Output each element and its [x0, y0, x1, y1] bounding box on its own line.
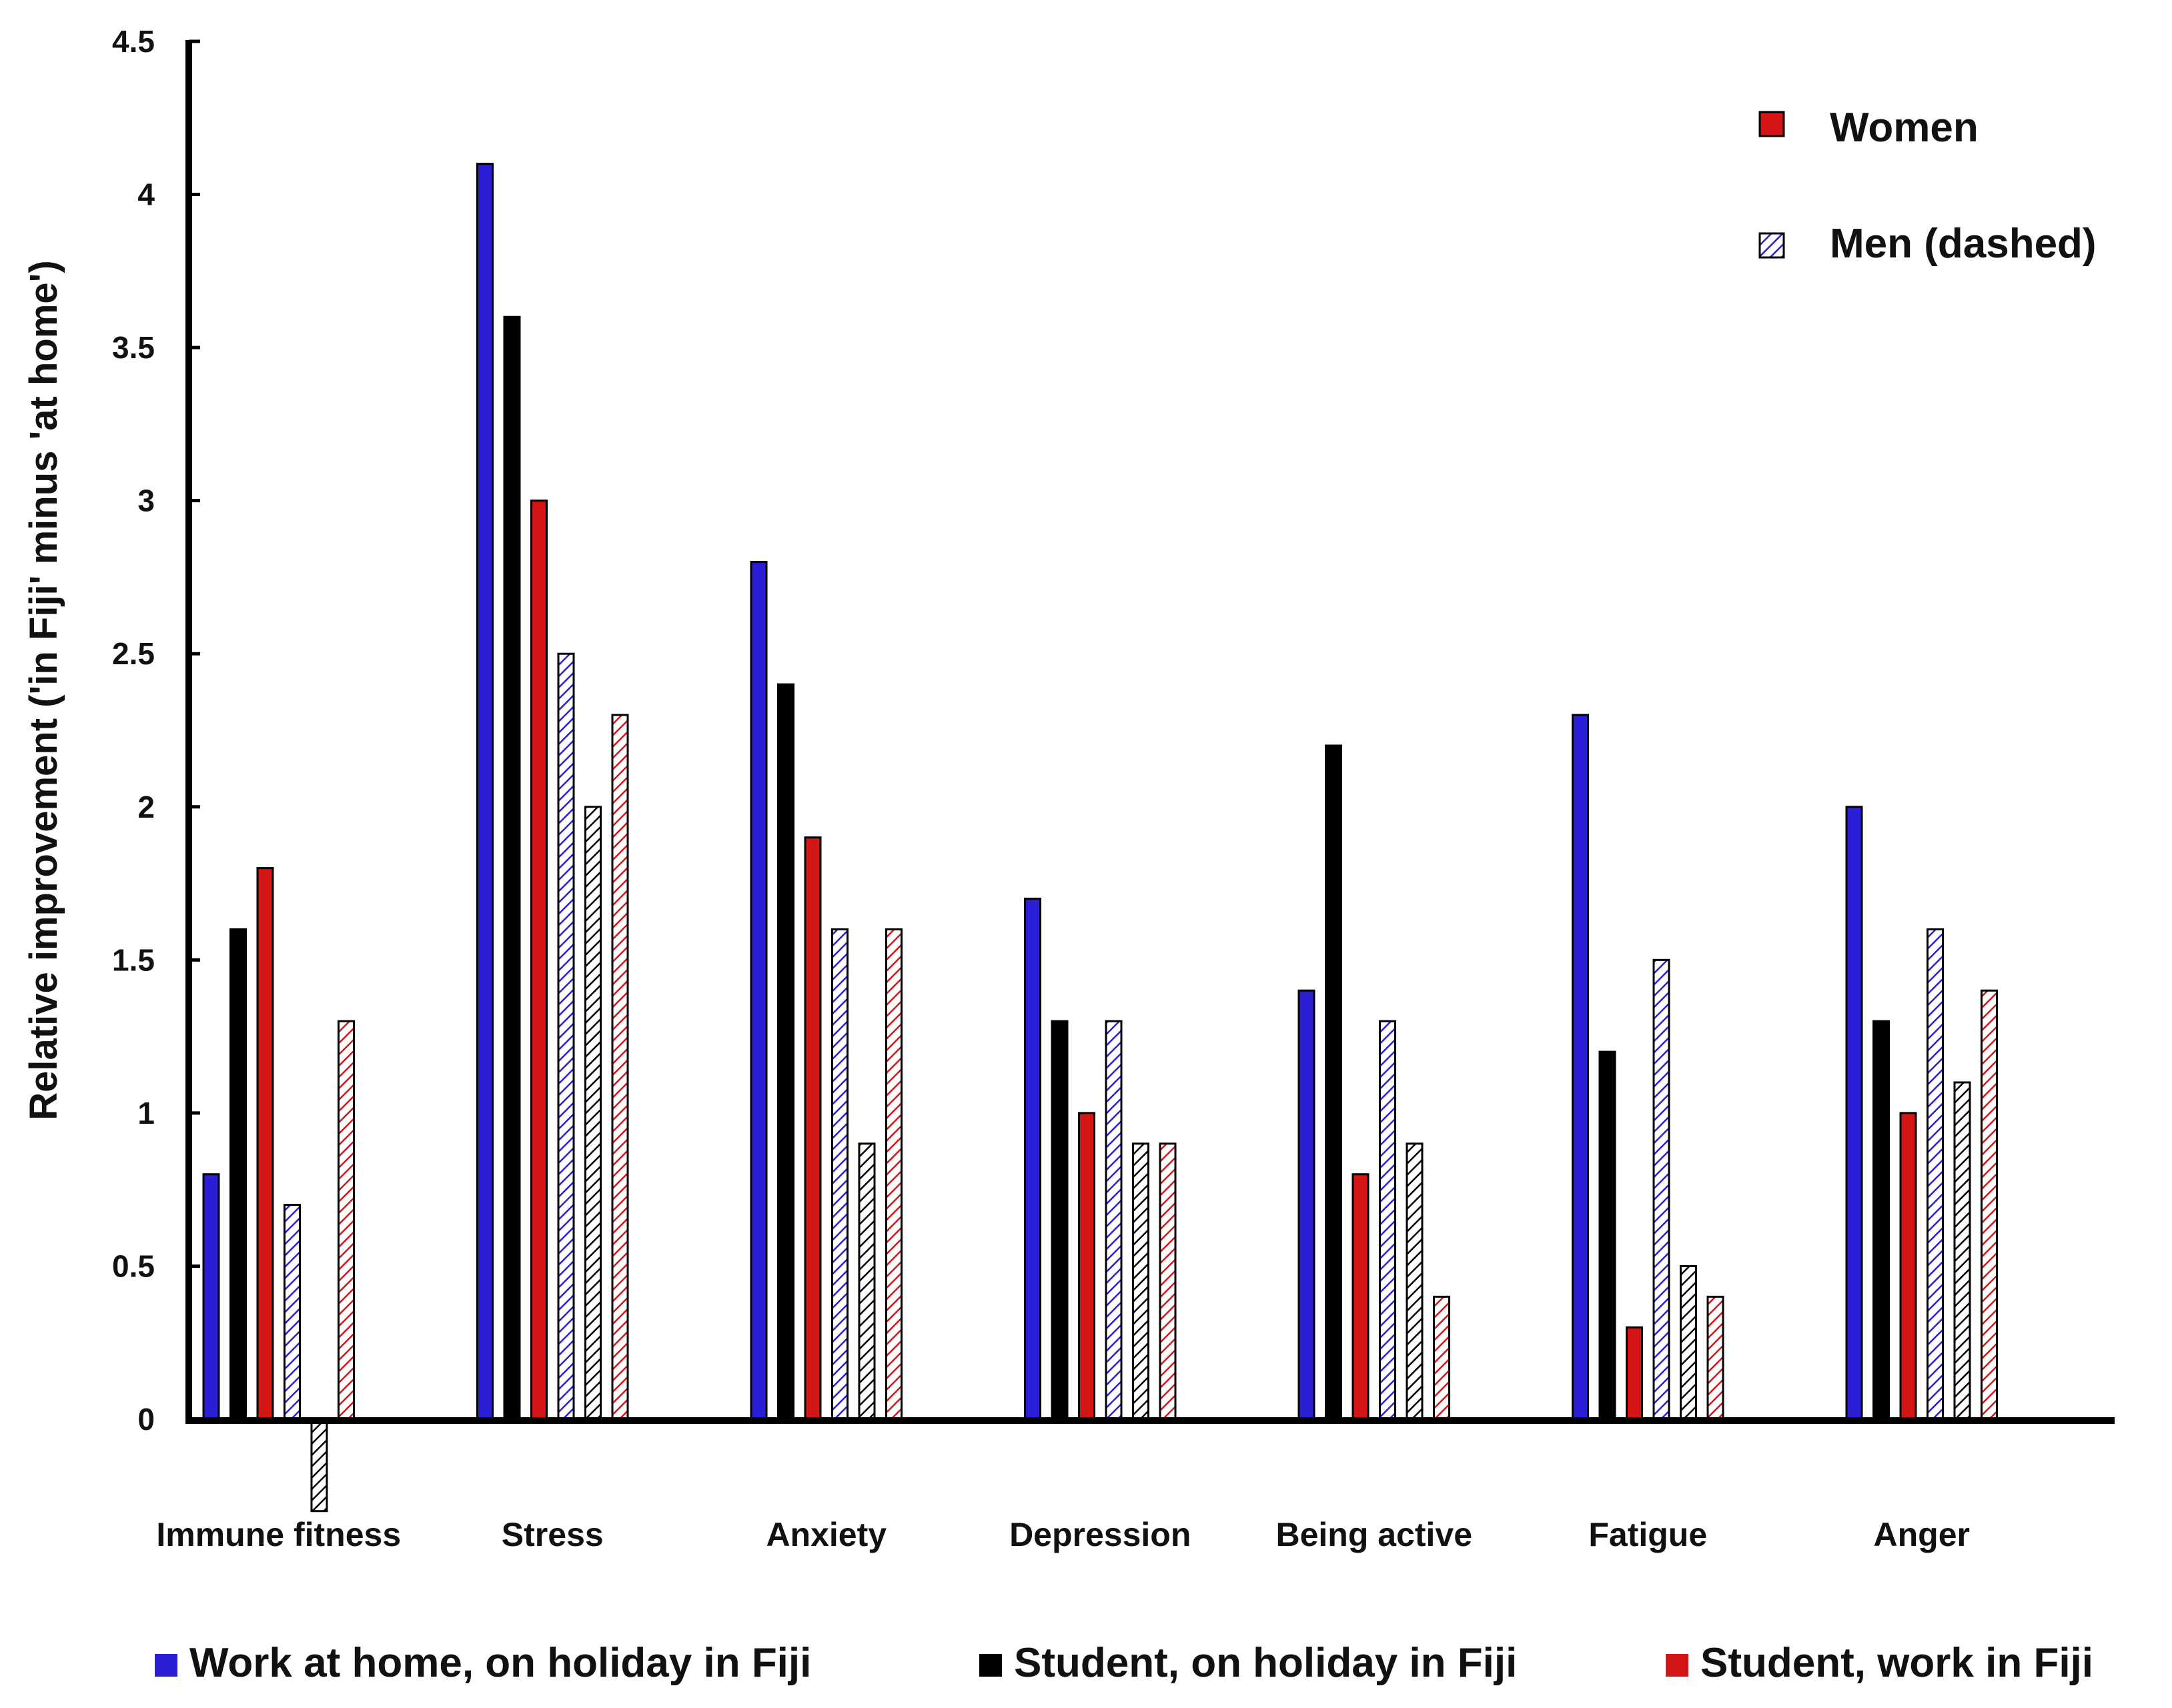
bar-women-1-6	[1872, 1020, 1890, 1421]
bar-women-1-4	[1325, 744, 1342, 1421]
y-tick-label: 2.5	[112, 636, 155, 671]
bar-women-1-0	[229, 928, 247, 1421]
category-label: Anxiety	[766, 1516, 887, 1553]
sex-legend: Women Men (dashed)	[1758, 105, 2097, 267]
bar-men-5-2	[885, 928, 903, 1421]
bar-men-5-0	[338, 1020, 355, 1421]
y-axis-title: Relative improvement ('in Fiji' minus 'a…	[22, 260, 65, 1120]
bar-women-2-2	[804, 836, 822, 1421]
y-tick-label: 2	[137, 790, 155, 824]
bar-women-0-5	[1572, 714, 1589, 1421]
y-tick-label: 3.5	[112, 330, 155, 365]
y-tick-label: 0.5	[112, 1248, 155, 1283]
bar-men-4-4	[1406, 1142, 1424, 1421]
legend-swatch-student-holiday	[979, 1654, 1002, 1677]
bar-men-5-1	[611, 714, 629, 1421]
men-label: Men (dashed)	[1830, 221, 2097, 267]
bar-men-5-4	[1433, 1295, 1450, 1421]
y-axis-ticks: 0 0.5 1 1.5 2 2.5 3 3.5 4 4.5	[112, 24, 200, 1437]
category-label: Being active	[1275, 1516, 1472, 1553]
bar-men-4-3	[1132, 1142, 1149, 1421]
bar-women-1-1	[503, 315, 521, 1421]
bars	[202, 163, 1998, 1513]
bar-women-2-0	[256, 867, 274, 1421]
women-swatch	[1758, 111, 1785, 137]
bar-women-0-2	[750, 560, 768, 1421]
bar-women-2-1	[530, 500, 548, 1421]
bar-men-3-0	[284, 1204, 301, 1421]
bar-men-4-1	[584, 806, 602, 1421]
y-tick-label: 1	[137, 1096, 155, 1130]
category-label: Depression	[1009, 1516, 1191, 1553]
bar-women-0-4	[1297, 989, 1315, 1421]
legend-label-student-holiday: Student, on holiday in Fiji	[1014, 1640, 1517, 1686]
legend-label-student-work: Student, work in Fiji	[1700, 1640, 2093, 1686]
legend-swatch-student-work	[1666, 1654, 1688, 1677]
bar-men-4-2	[858, 1142, 876, 1421]
bar-men-4-0	[310, 1418, 328, 1513]
bar-women-1-2	[777, 683, 794, 1421]
bar-men-3-5	[1652, 958, 1670, 1421]
women-label: Women	[1830, 105, 1979, 151]
bar-men-5-6	[1981, 989, 1998, 1421]
y-tick-label: 3	[137, 484, 155, 518]
bar-women-0-1	[476, 163, 494, 1421]
bar-women-2-6	[1899, 1112, 1917, 1421]
bar-women-1-5	[1598, 1050, 1616, 1421]
legend-label-work-at-home: Work at home, on holiday in Fiji	[189, 1640, 811, 1686]
x-axis-categories: Immune fitness Stress Anxiety Depression Bei…	[156, 1516, 1970, 1553]
bar-men-4-5	[1680, 1264, 1697, 1421]
bar-men-5-3	[1159, 1142, 1177, 1421]
y-tick-label: 4	[137, 177, 155, 212]
men-swatch	[1758, 232, 1785, 259]
bar-men-3-2	[831, 928, 849, 1421]
category-label: Stress	[502, 1516, 604, 1553]
bar-men-4-6	[1953, 1081, 1971, 1421]
y-tick-label: 1.5	[112, 942, 155, 977]
bar-women-0-0	[202, 1173, 220, 1421]
category-label: Fatigue	[1588, 1516, 1707, 1553]
y-tick-label: 4.5	[112, 24, 155, 59]
bar-women-0-3	[1024, 898, 1041, 1421]
bar-women-0-6	[1845, 806, 1863, 1421]
bar-women-2-3	[1078, 1112, 1095, 1421]
series-legend: Work at home, on holiday in Fiji Student…	[155, 1640, 2093, 1686]
legend-swatch-work-at-home	[155, 1654, 177, 1677]
bar-men-3-6	[1927, 928, 1944, 1421]
category-label: Anger	[1874, 1516, 1970, 1553]
y-tick-label: 0	[137, 1402, 155, 1437]
bar-women-2-4	[1351, 1173, 1370, 1421]
bar-men-3-3	[1105, 1020, 1123, 1421]
bar-men-3-4	[1379, 1020, 1396, 1421]
category-label: Immune fitness	[156, 1516, 401, 1553]
bar-men-5-5	[1706, 1295, 1724, 1421]
bar-men-3-1	[557, 652, 575, 1421]
bar-women-2-5	[1626, 1326, 1643, 1421]
bar-women-1-3	[1051, 1020, 1069, 1421]
